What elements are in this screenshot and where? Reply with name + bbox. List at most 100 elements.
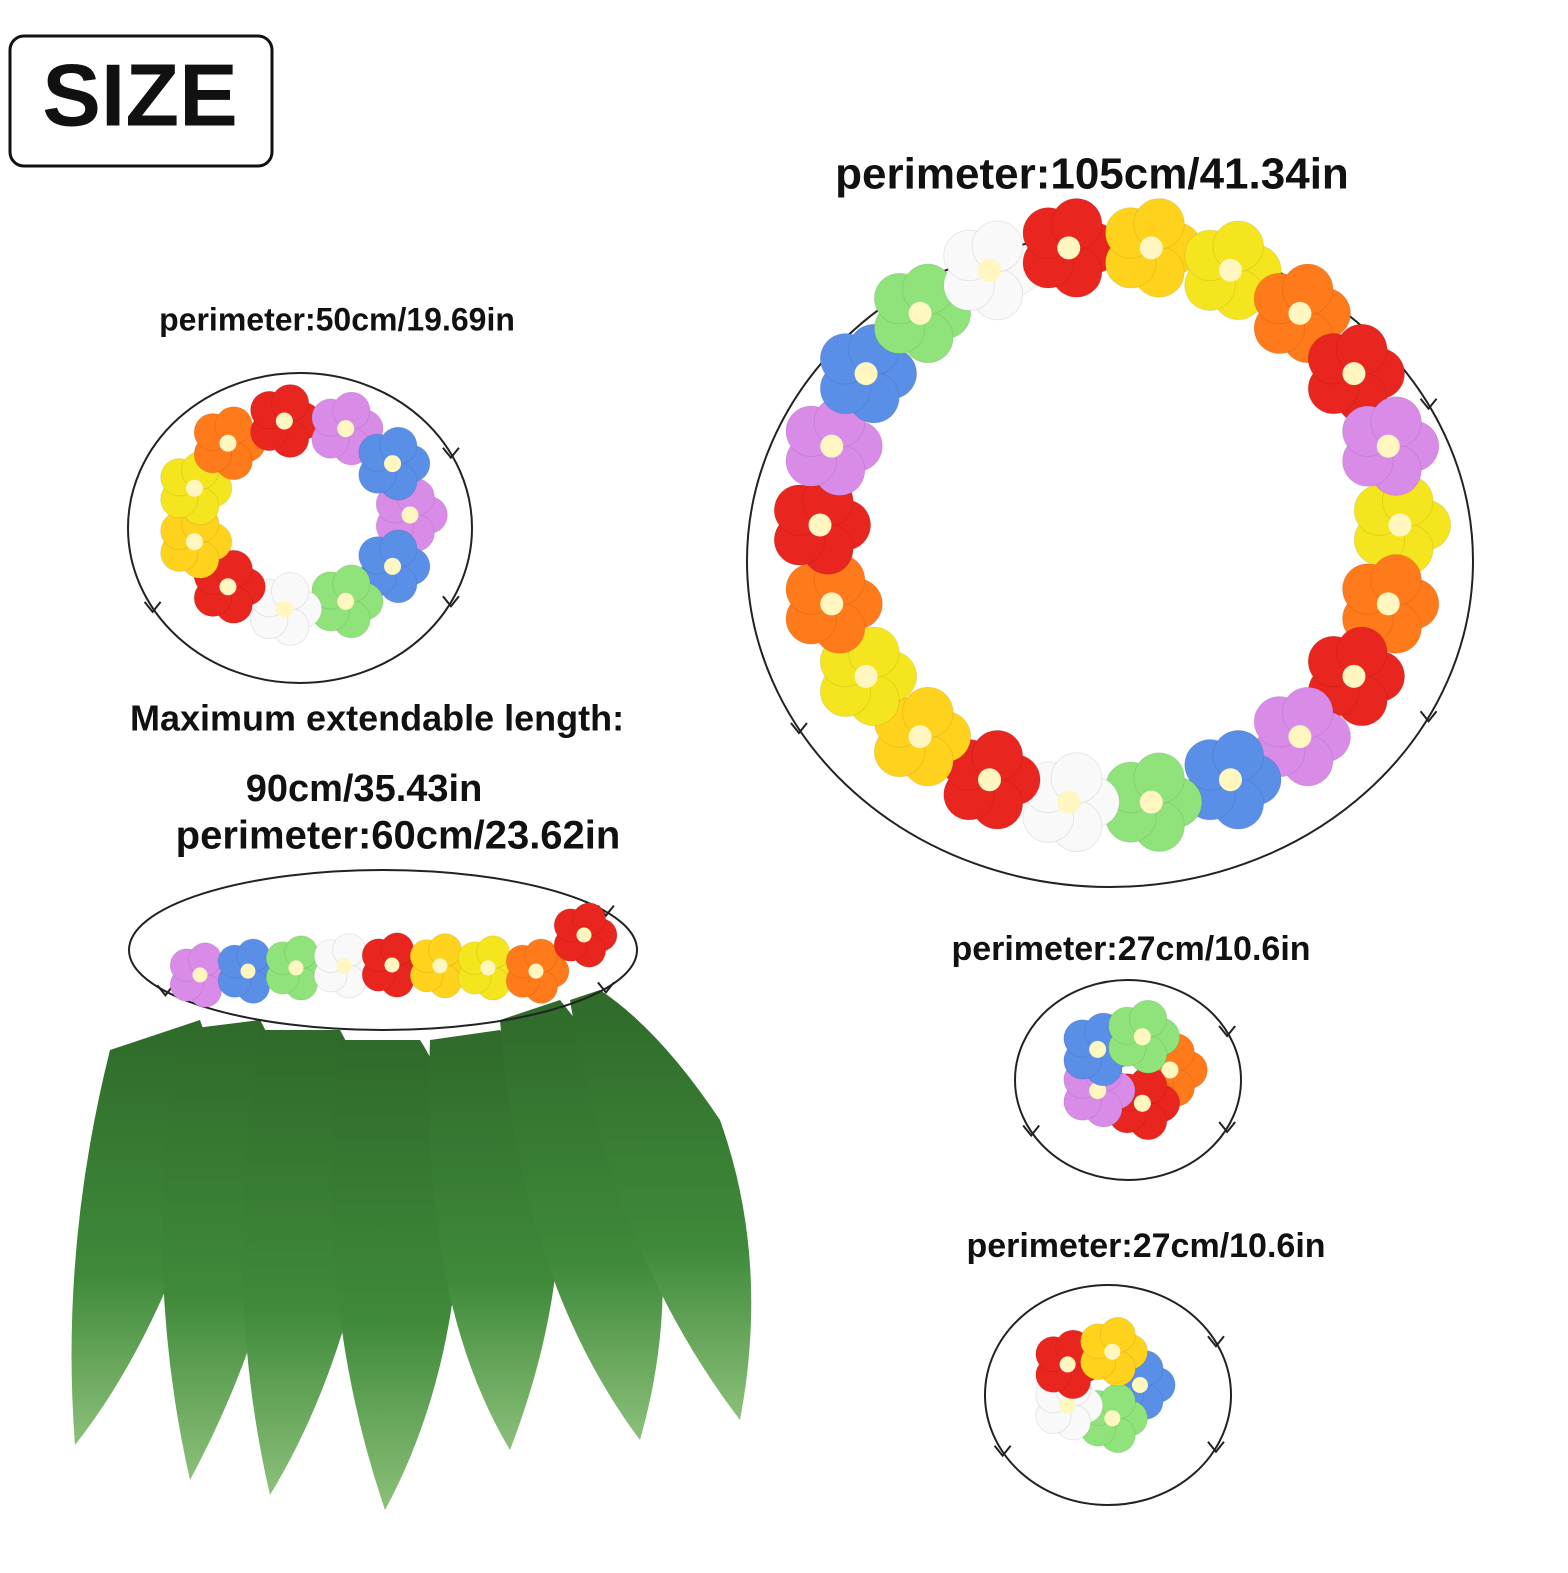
flower-center xyxy=(240,963,256,979)
flower xyxy=(873,263,972,364)
flower xyxy=(250,572,323,647)
flower xyxy=(505,938,570,1004)
flower xyxy=(457,935,522,1001)
flower-center xyxy=(1132,1377,1148,1393)
flower-center xyxy=(337,592,355,610)
flower-center xyxy=(275,600,293,618)
flower-center xyxy=(908,301,932,325)
flower-center xyxy=(432,958,448,974)
flower-center xyxy=(1218,258,1242,282)
neck-lei-label: perimeter:105cm/41.34in xyxy=(835,150,1349,199)
flower-center xyxy=(192,967,208,983)
ring-arrow xyxy=(1022,1124,1040,1138)
flower-center xyxy=(854,362,878,386)
ring-arrow xyxy=(993,1445,1012,1458)
flower-center xyxy=(908,725,932,749)
flower-center xyxy=(384,957,400,973)
flower-center xyxy=(978,258,1002,282)
flower-center xyxy=(1376,592,1400,616)
flower xyxy=(1105,197,1203,298)
ring-arrow xyxy=(1419,710,1438,723)
flower-center xyxy=(1139,236,1163,260)
ring-arrow xyxy=(1218,1025,1236,1038)
flower-center xyxy=(854,664,878,688)
flower xyxy=(873,686,972,787)
flower-center xyxy=(1161,1061,1179,1079)
skirt-length: 90cm/35.43in xyxy=(246,768,483,810)
flower-center xyxy=(337,420,355,438)
leaf-skirt xyxy=(71,990,752,1510)
flower xyxy=(943,729,1041,830)
badge-title: SIZE xyxy=(42,45,238,144)
flower-center xyxy=(1376,434,1400,458)
flower xyxy=(1307,626,1406,727)
flower-center xyxy=(1388,513,1412,537)
flower xyxy=(250,383,323,458)
measure-ring xyxy=(984,1284,1232,1506)
flower-center xyxy=(1059,1356,1076,1373)
leaf xyxy=(570,990,752,1420)
bracelet-label: perimeter:50cm/19.69in xyxy=(159,301,515,337)
leaf xyxy=(331,1040,460,1510)
ring-arrow xyxy=(790,722,808,735)
flower-center xyxy=(384,557,402,575)
flower xyxy=(358,529,431,604)
flower-center xyxy=(185,479,203,497)
flower xyxy=(193,549,266,624)
flower-center xyxy=(820,434,844,458)
flower xyxy=(1341,396,1440,496)
ring-arrow xyxy=(442,447,460,460)
flower-center xyxy=(401,506,419,524)
flower-center xyxy=(288,960,304,976)
ring-arrow xyxy=(1207,1335,1225,1348)
ring-arrow xyxy=(1419,398,1438,411)
flower xyxy=(819,626,918,727)
ring-arrow xyxy=(1207,1441,1225,1454)
flower-center xyxy=(1342,664,1366,688)
flower-center xyxy=(1288,301,1312,325)
flower-center xyxy=(978,768,1002,792)
flower-center xyxy=(1089,1082,1107,1100)
flower-center xyxy=(336,958,352,974)
flower-center xyxy=(1104,1343,1121,1360)
flower xyxy=(160,451,233,526)
flower xyxy=(1184,220,1282,321)
flower xyxy=(311,391,384,466)
flower xyxy=(1022,197,1120,298)
flower xyxy=(1341,554,1440,654)
flower xyxy=(1353,475,1452,575)
flower xyxy=(1080,1316,1149,1387)
size-badge xyxy=(8,34,274,168)
flower xyxy=(553,902,618,968)
flower-center xyxy=(1059,1397,1076,1414)
flower xyxy=(1022,752,1120,853)
ring-arrow xyxy=(143,601,162,614)
flower-center xyxy=(576,927,592,943)
flower-center xyxy=(480,960,496,976)
flower-center xyxy=(1089,1040,1107,1058)
wristband-label: perimeter:27cm/10.6in xyxy=(966,1227,1325,1265)
ring-arrow xyxy=(597,981,615,994)
flower-center xyxy=(1057,790,1081,814)
flower-center xyxy=(528,963,544,979)
measure-ring xyxy=(1014,979,1242,1181)
flower-center xyxy=(1133,1028,1151,1046)
ring-arrow xyxy=(442,595,460,608)
flower xyxy=(311,564,384,639)
ring-arrow xyxy=(1218,1121,1236,1134)
flower xyxy=(358,426,431,501)
flower-center xyxy=(384,455,402,473)
skirt-label: perimeter:60cm/23.62in xyxy=(176,814,621,858)
flower xyxy=(773,475,872,575)
flower xyxy=(943,220,1041,321)
flower-center xyxy=(820,592,844,616)
skirt-heading: Maximum extendable length: xyxy=(130,698,624,739)
flower-center xyxy=(1139,790,1163,814)
flower-center xyxy=(1288,725,1312,749)
flower-center xyxy=(1057,236,1081,260)
measure-ring xyxy=(128,869,638,1031)
flower-center xyxy=(219,578,237,596)
flower-center xyxy=(1104,1410,1121,1427)
flower-center xyxy=(185,533,203,551)
